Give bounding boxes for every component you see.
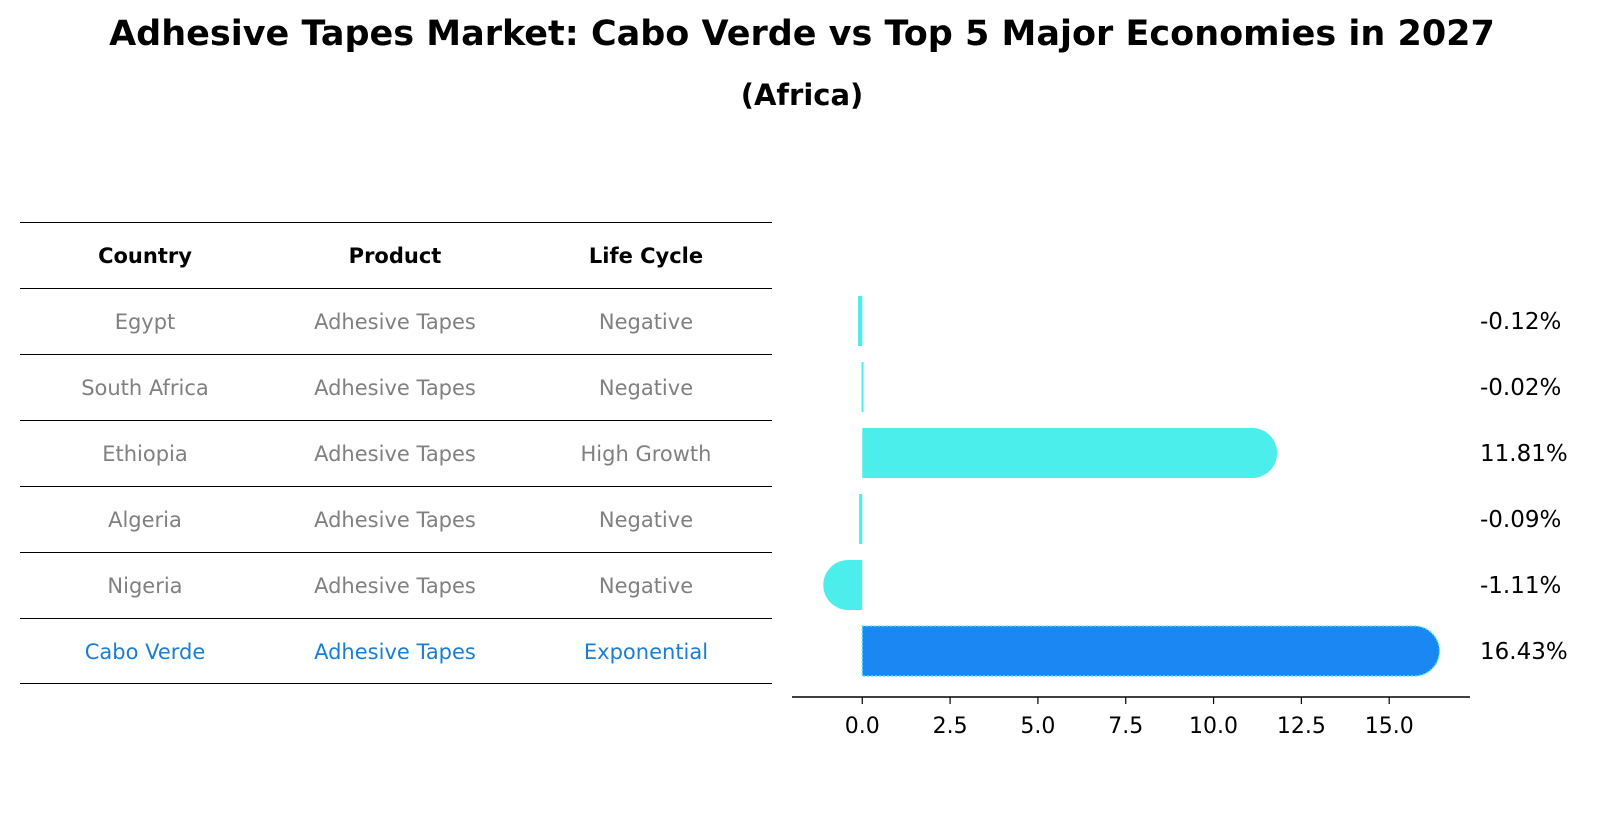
product-cell: Adhesive Tapes (314, 376, 476, 400)
table-row: Nigeria Adhesive Tapes Negative (20, 552, 772, 618)
x-tick-label: 2.5 (933, 714, 968, 739)
product-cell: Adhesive Tapes (314, 310, 476, 334)
data-label: -0.02% (1480, 375, 1561, 401)
table-row: South Africa Adhesive Tapes Negative (20, 354, 772, 420)
bar (859, 494, 863, 544)
data-label: -0.12% (1480, 309, 1561, 335)
country-cell: Egypt (114, 310, 176, 334)
chart-subtitle: (Africa) (740, 78, 864, 112)
life-cycle-cell: Exponential (583, 640, 709, 664)
chart-title: Adhesive Tapes Market: Cabo Verde vs Top… (109, 14, 1495, 54)
x-tick-label: 15.0 (1365, 714, 1414, 739)
country-table: Country Product Life Cycle Egypt Adhesiv… (20, 222, 772, 684)
product-cell: Adhesive Tapes (314, 640, 476, 664)
x-tick-label: 10.0 (1189, 714, 1238, 739)
country-cell: South Africa (81, 376, 209, 400)
bar (861, 362, 864, 412)
life-cycle-cell: Negative (598, 574, 694, 598)
x-tick-label: 5.0 (1020, 714, 1055, 739)
x-tick-label: 7.5 (1108, 714, 1143, 739)
life-cycle-cell: High Growth (580, 442, 712, 466)
bar (823, 560, 863, 610)
x-tick-label: 12.5 (1277, 714, 1326, 739)
product-cell: Adhesive Tapes (314, 574, 476, 598)
table-header-row: Country Product Life Cycle (20, 222, 772, 288)
product-cell: Adhesive Tapes (314, 442, 476, 466)
bar (861, 625, 1441, 677)
header-life-cycle: Life Cycle (588, 244, 704, 268)
x-tick-label: 0.0 (845, 714, 880, 739)
data-label: -1.11% (1480, 573, 1561, 599)
table-row: Ethiopia Adhesive Tapes High Growth (20, 420, 772, 486)
table-row: Algeria Adhesive Tapes Negative (20, 486, 772, 552)
country-cell: Cabo Verde (84, 640, 206, 664)
data-label: 16.43% (1480, 639, 1568, 665)
life-cycle-cell: Negative (598, 508, 694, 532)
life-cycle-cell: Negative (598, 376, 694, 400)
bar (862, 428, 1278, 478)
bar (858, 296, 863, 346)
country-cell: Ethiopia (102, 442, 188, 466)
table-row: Egypt Adhesive Tapes Negative (20, 288, 772, 354)
country-cell: Nigeria (107, 574, 183, 598)
country-cell: Algeria (108, 508, 182, 532)
life-cycle-cell: Negative (598, 310, 694, 334)
data-label: 11.81% (1480, 441, 1568, 467)
header-country: Country (98, 244, 192, 268)
data-label: -0.09% (1480, 507, 1561, 533)
product-cell: Adhesive Tapes (314, 508, 476, 532)
header-product: Product (348, 244, 442, 268)
table-row-highlight: Cabo Verde Adhesive Tapes Exponential (20, 618, 772, 684)
